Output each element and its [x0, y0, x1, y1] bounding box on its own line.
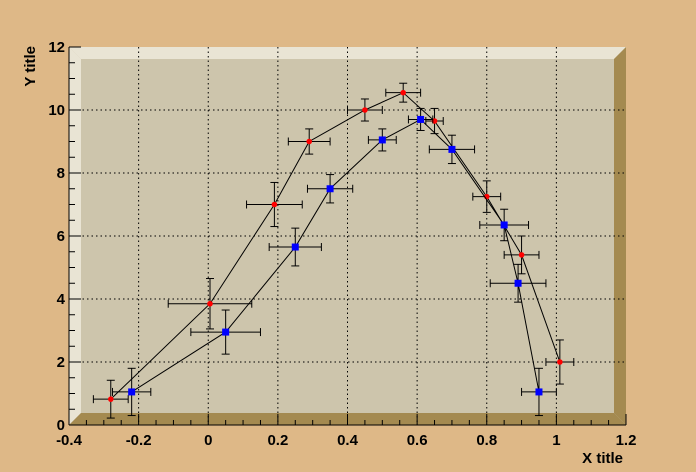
- error-bar: [347, 98, 383, 122]
- x-tick-label: 0.2: [267, 432, 288, 449]
- y-tick-label: 4: [57, 291, 66, 308]
- data-point: [107, 396, 114, 402]
- series-line: [131, 118, 540, 393]
- data-point: [362, 107, 368, 113]
- data-point: [378, 136, 386, 144]
- data-point: [306, 138, 313, 145]
- data-point: [326, 185, 334, 193]
- data-point: [514, 279, 522, 287]
- x-tick-label: 1.2: [616, 432, 637, 449]
- y-tick-label: 0: [57, 417, 65, 434]
- x-axis-title: X title: [582, 450, 623, 467]
- y-tick-label: 2: [57, 354, 65, 371]
- x-tick-label: 0: [204, 432, 212, 449]
- y-axis-title: Y title: [22, 46, 39, 87]
- series-layer: [92, 82, 575, 419]
- y-tick-label: 8: [57, 165, 65, 182]
- x-tick-label: 0.4: [337, 432, 359, 449]
- x-tick-label: -0.4: [56, 432, 83, 449]
- series-2: [112, 107, 557, 417]
- y-tick-label: 10: [48, 102, 65, 119]
- x-tick-label: 0.8: [476, 432, 497, 449]
- data-point: [448, 145, 456, 153]
- data-point: [271, 201, 278, 208]
- data-point: [518, 252, 525, 258]
- data-point: [400, 89, 407, 96]
- data-point: [207, 300, 213, 307]
- data-point: [128, 388, 136, 396]
- y-tick-label: 6: [57, 228, 65, 245]
- grid: [69, 47, 626, 425]
- data-point: [291, 243, 299, 251]
- data-point: [535, 388, 543, 396]
- x-tick-label: 1: [552, 432, 560, 449]
- x-tick-label: 0.6: [407, 432, 428, 449]
- x-tick-label: -0.2: [126, 432, 152, 449]
- data-point: [500, 221, 508, 229]
- data-point: [557, 359, 563, 365]
- y-tick-label: 12: [48, 39, 65, 56]
- data-point: [222, 328, 230, 336]
- frame-right-bevel: [614, 47, 626, 425]
- data-point: [417, 115, 425, 123]
- tick-labels: -0.4 -0.2 0 0.2 0.4 0.6 0.8 1 1.2 0 2 4 6 8 10 12: [48, 39, 636, 449]
- axes: [68, 46, 627, 426]
